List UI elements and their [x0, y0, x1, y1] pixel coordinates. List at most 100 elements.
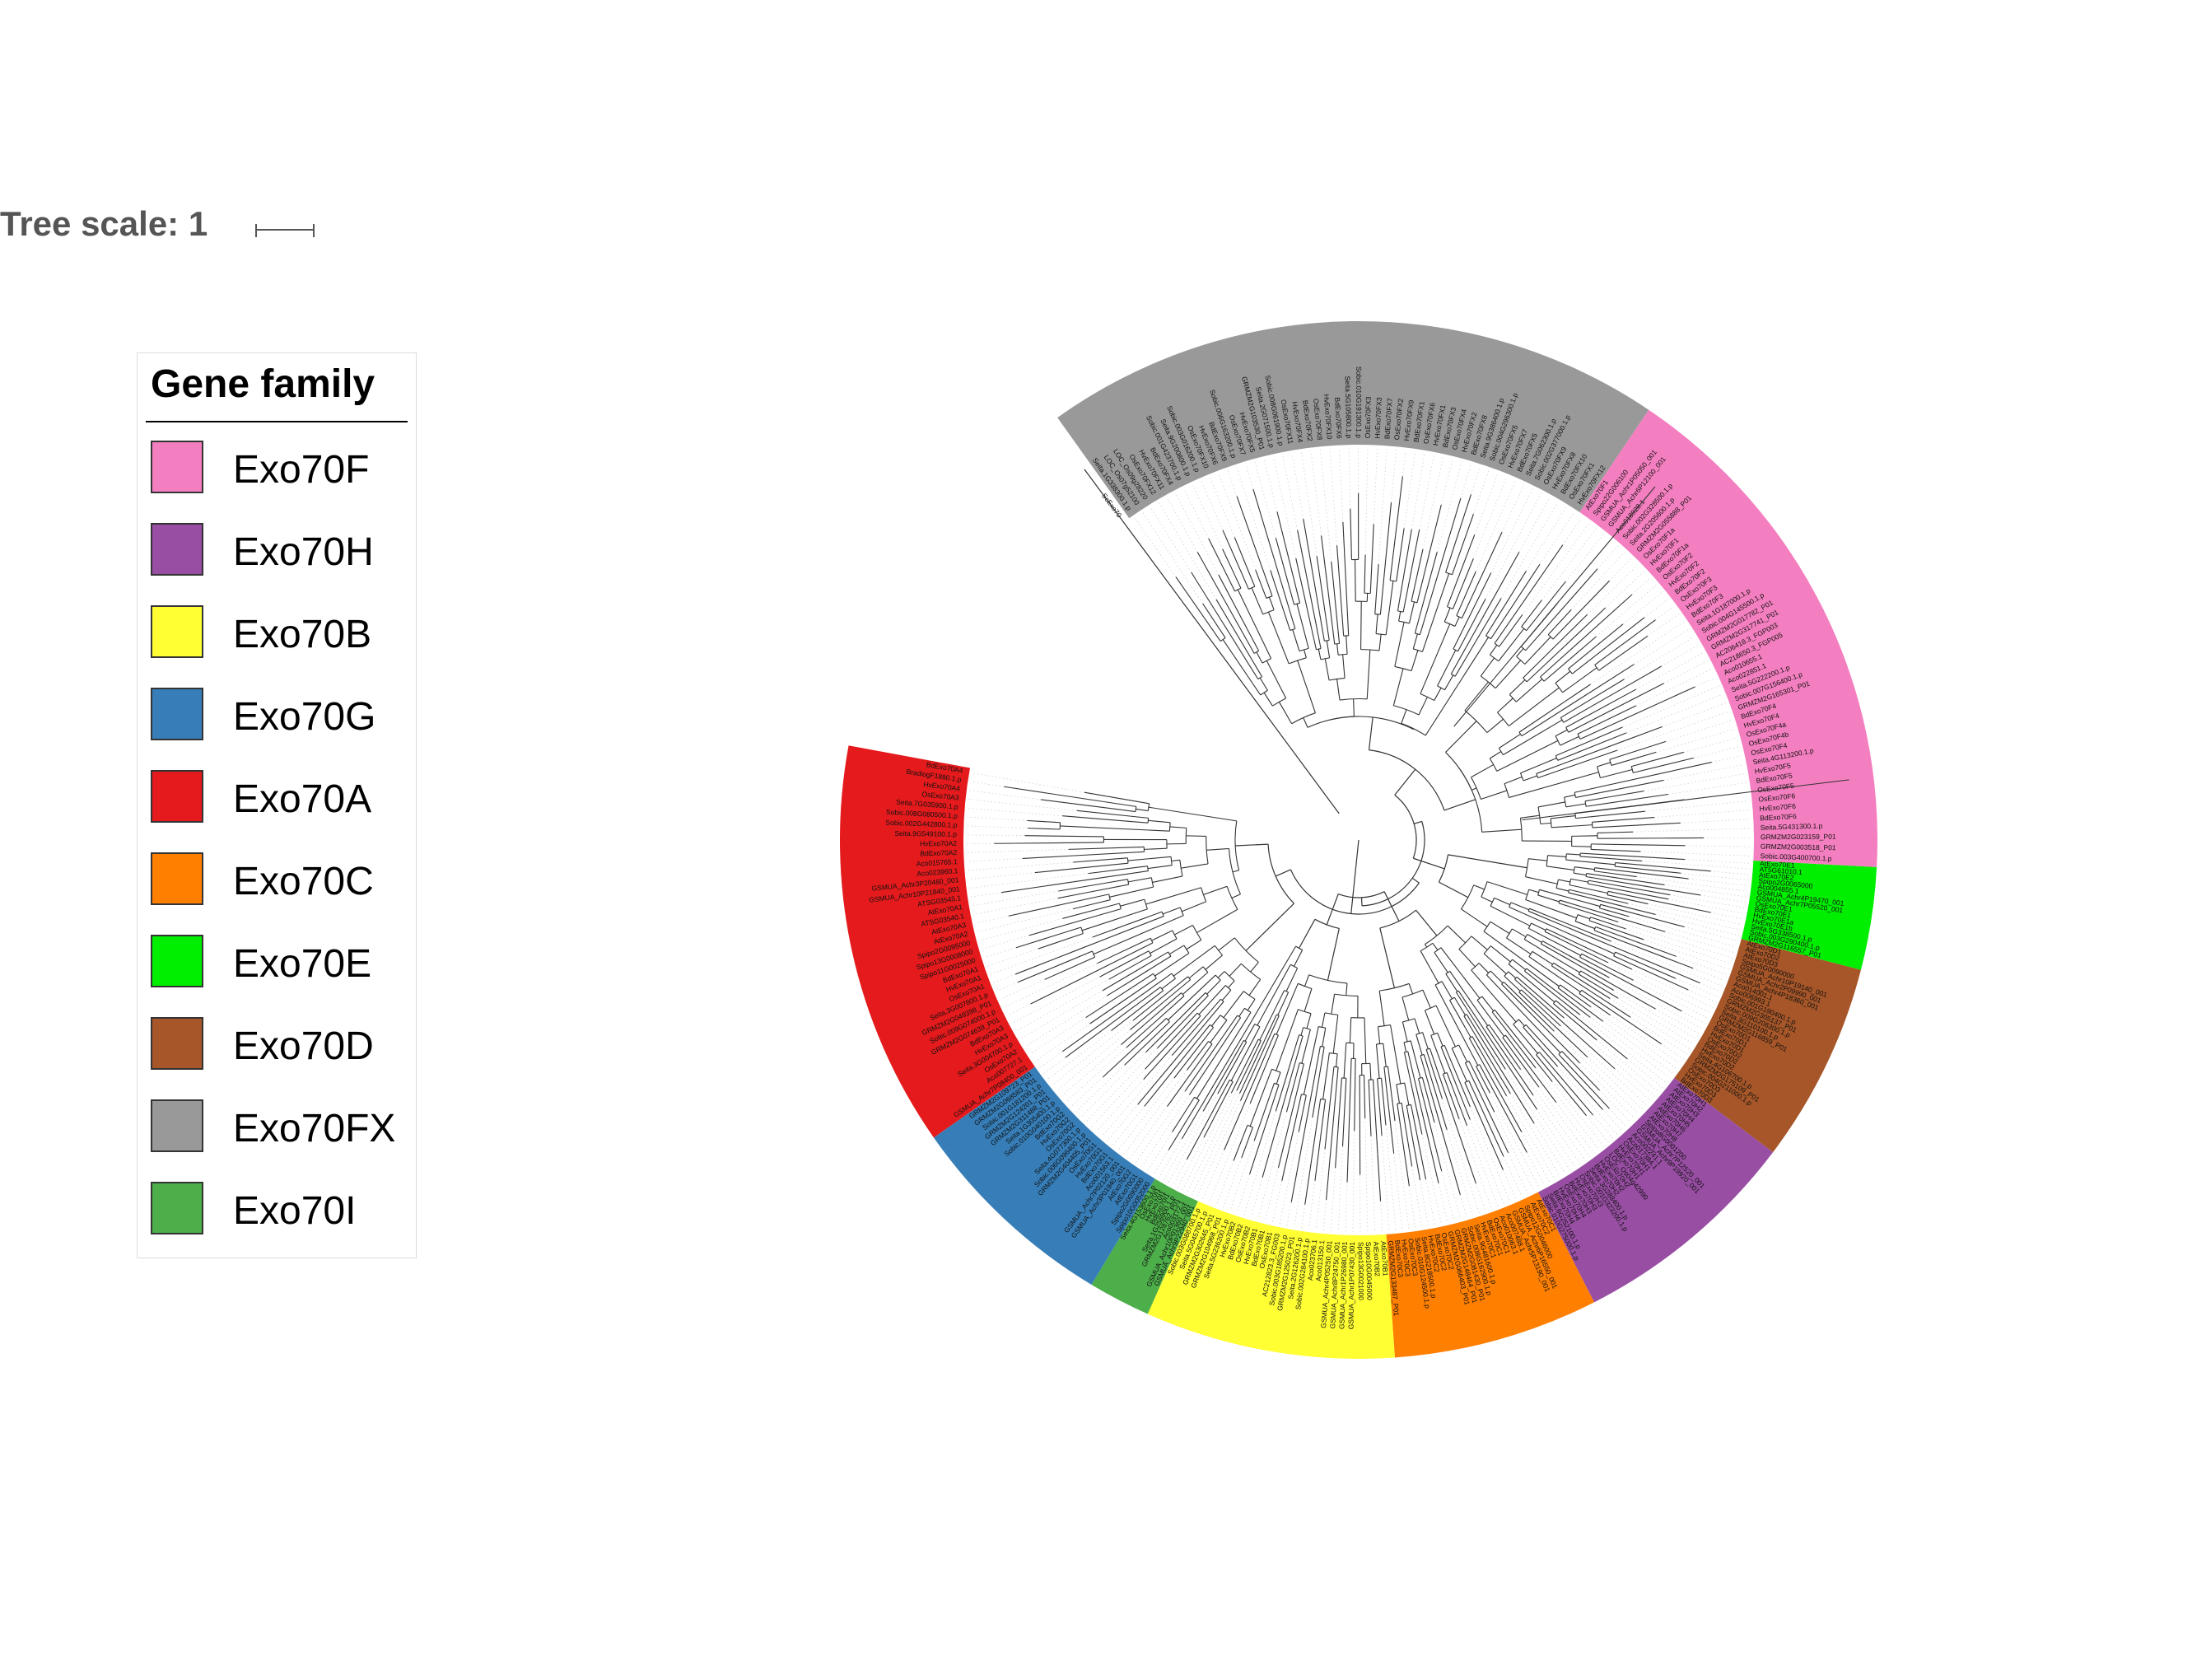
leaf-guide — [1385, 1125, 1397, 1230]
legend-label: Exo70D — [233, 1024, 374, 1068]
leaf-guide — [1596, 585, 1657, 637]
terminal-branch — [1290, 1130, 1305, 1202]
internal-branch — [1353, 698, 1355, 717]
internal-branch — [1503, 982, 1511, 989]
terminal-branch — [1303, 519, 1310, 554]
internal-branch — [1481, 828, 1522, 833]
internal-branch — [1171, 859, 1180, 862]
internal-branch — [1237, 589, 1272, 659]
internal-branch — [1148, 806, 1237, 822]
internal-branch — [1217, 557, 1236, 592]
terminal-branch — [1593, 978, 1614, 991]
terminal-branch — [1062, 1040, 1078, 1052]
clade-ring-segment — [1674, 939, 1861, 1153]
leaf-guide — [972, 772, 1084, 793]
internal-branch — [1450, 588, 1499, 674]
internal-branch — [1615, 951, 1631, 959]
internal-arc — [1168, 822, 1171, 832]
internal-branch — [1560, 984, 1571, 993]
leaf-guide — [1096, 1079, 1145, 1132]
internal-branch — [1322, 1052, 1330, 1099]
terminal-branch — [1382, 1088, 1387, 1126]
terminal-branch — [1654, 751, 1684, 761]
internal-branch — [1307, 1099, 1322, 1188]
outgroup-branch — [1084, 469, 1340, 814]
internal-branch — [1429, 1048, 1453, 1117]
internal-branch — [1117, 857, 1128, 860]
leaf-guide — [1470, 1106, 1510, 1202]
internal-branch — [1565, 721, 1578, 728]
internal-branch — [1471, 787, 1477, 791]
internal-branch — [1559, 899, 1625, 920]
internal-branch — [1215, 610, 1259, 679]
internal-arc — [1240, 963, 1261, 980]
internal-arc — [1237, 1015, 1241, 1019]
internal-branch — [1146, 911, 1163, 918]
internal-branch — [1571, 646, 1607, 674]
internal-branch — [1509, 772, 1599, 798]
internal-branch — [1471, 764, 1494, 778]
internal-arc — [1181, 992, 1185, 996]
internal-branch — [1206, 847, 1229, 851]
terminal-branch — [1377, 1154, 1382, 1202]
terminal-branch — [1262, 1154, 1270, 1178]
leaf-guide — [1066, 1047, 1127, 1102]
leaf-guide — [1381, 1135, 1390, 1231]
internal-branch — [1461, 585, 1478, 618]
backbone-arc — [1267, 844, 1294, 904]
internal-branch — [1331, 1066, 1339, 1142]
internal-branch — [1346, 635, 1348, 655]
leaf-guide — [1648, 903, 1742, 925]
terminal-branch — [1085, 1001, 1112, 1019]
internal-branch — [1234, 1040, 1244, 1057]
terminal-branch — [1443, 1136, 1461, 1195]
terminal-branch — [1072, 903, 1095, 910]
leaf-guide — [1635, 652, 1704, 690]
terminal-branch — [1634, 867, 1681, 874]
internal-arc — [1546, 855, 1549, 866]
legend-swatch — [151, 852, 203, 905]
internal-branch — [1508, 687, 1560, 726]
backbone-branch — [1360, 897, 1363, 906]
terminal-branch — [1425, 1087, 1435, 1123]
terminal-branch — [1649, 874, 1689, 880]
leaf-guide — [975, 915, 1010, 924]
terminal-branch — [1233, 1136, 1243, 1161]
leaf-guide — [1472, 477, 1508, 559]
internal-branch — [1447, 925, 1466, 944]
internal-arc — [1215, 974, 1221, 981]
internal-branch — [1575, 791, 1601, 798]
terminal-branch — [1281, 1149, 1290, 1182]
internal-branch — [1135, 978, 1157, 993]
internal-branch — [1288, 584, 1295, 605]
leaf-guide — [1167, 497, 1198, 553]
terminal-branch — [1008, 909, 1038, 917]
internal-branch — [1383, 1043, 1387, 1067]
internal-branch — [1196, 908, 1238, 934]
internal-arc — [1393, 705, 1420, 716]
internal-arc — [1161, 911, 1164, 917]
leaf-guide — [1555, 1102, 1595, 1154]
leaf-guide — [967, 834, 1025, 837]
internal-branch — [1420, 623, 1451, 694]
internal-branch — [1537, 894, 1560, 903]
leaf-label: GRMZM2G003518_P01 — [1761, 842, 1836, 852]
internal-branch — [1523, 1027, 1533, 1038]
terminal-branch — [1570, 992, 1592, 1008]
internal-branch — [1510, 902, 1529, 911]
internal-branch — [1631, 759, 1655, 768]
internal-branch — [1343, 1043, 1347, 1079]
internal-branch — [1546, 866, 1574, 870]
internal-arc — [1521, 626, 1527, 632]
legend-swatch — [151, 605, 203, 658]
terminal-branch — [1612, 831, 1634, 833]
terminal-branch — [1539, 581, 1566, 615]
internal-arc — [1244, 1007, 1252, 1013]
internal-branch — [1181, 863, 1209, 869]
internal-branch — [1513, 1024, 1538, 1054]
internal-branch — [1304, 1046, 1321, 1131]
internal-branch — [1570, 878, 1588, 883]
terminal-branch — [1208, 538, 1219, 558]
internal-branch — [1553, 962, 1573, 975]
leaf-guide — [1597, 545, 1618, 570]
